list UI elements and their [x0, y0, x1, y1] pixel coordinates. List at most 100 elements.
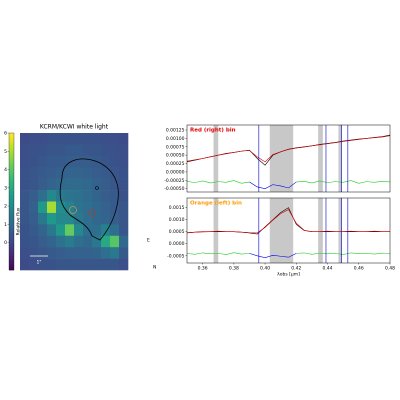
pixel [38, 133, 48, 145]
pixel [47, 201, 57, 214]
pixel [119, 258, 129, 271]
pixel [29, 155, 39, 168]
colorbar-strip [9, 146, 14, 150]
pixel [110, 155, 120, 168]
pixel [38, 247, 48, 259]
pixel [83, 201, 93, 214]
pixel [65, 144, 75, 157]
pixel [110, 167, 120, 179]
colorbar-strip [9, 160, 14, 163]
pixel [56, 224, 66, 237]
compass-north [139, 257, 152, 265]
pixel [65, 224, 75, 237]
pixel [110, 144, 120, 157]
pixel [74, 190, 84, 202]
colorbar-strip [9, 176, 14, 179]
pixel [65, 178, 75, 191]
y-tick-label: 0.00100 [166, 136, 185, 142]
pixel [83, 133, 93, 145]
shaded-region [338, 198, 342, 263]
pixel [101, 212, 111, 225]
shaded-region [318, 198, 323, 263]
pixel [92, 258, 102, 271]
pixel [74, 178, 84, 191]
colorbar-strip [9, 251, 14, 255]
pixel [110, 258, 120, 271]
pixel [119, 235, 129, 248]
spectrum-line [186, 209, 390, 234]
pixel [74, 155, 84, 168]
scale-label: 1" [37, 260, 42, 266]
pixel [38, 190, 48, 202]
x-tick-label: 0.48 [385, 266, 395, 272]
pixel [56, 201, 66, 214]
pixel [65, 167, 75, 179]
spectrum-line [249, 253, 297, 259]
pixel [29, 167, 39, 179]
pixel [119, 178, 129, 191]
pixel [74, 201, 84, 214]
x-tick-label: 0.40 [260, 266, 270, 272]
x-tick-label: 0.44 [323, 266, 333, 272]
y-tick-label: -0.0005 [167, 253, 185, 259]
colorbar-strip [9, 153, 14, 157]
pixel [65, 133, 75, 145]
colorbar-tick-label: 6 [4, 131, 7, 137]
y-tick-label: -0.00050 [164, 186, 184, 192]
pixel [83, 144, 93, 157]
pixel [56, 167, 66, 179]
pixel [101, 144, 111, 157]
pixel [119, 212, 129, 225]
shaded-region [213, 198, 219, 263]
pixel [119, 133, 129, 145]
pixel [83, 258, 93, 271]
colorbar-strip [9, 201, 14, 205]
pixel [92, 235, 102, 248]
colorbar-tick-label: 1 [4, 222, 7, 228]
y-tick-label: 0.0010 [169, 217, 185, 223]
north-label: N [153, 265, 156, 271]
colorbar-strip [9, 258, 14, 262]
y-tick-label: 0.0005 [169, 229, 185, 235]
pixel [47, 224, 57, 237]
colorbar-strip [9, 178, 14, 182]
colorbar-strip [9, 151, 14, 154]
y-tick-label: 0.0015 [169, 205, 185, 211]
marker-orange [69, 206, 77, 214]
pixel [47, 235, 57, 248]
axes-frame [186, 197, 391, 264]
pixel [92, 201, 102, 214]
colorbar-strip [9, 233, 14, 237]
colorbar-label: Relative flux [16, 207, 22, 235]
colorbar-strip [9, 194, 14, 198]
pixel [38, 155, 48, 168]
pixel [119, 224, 129, 237]
colorbar-strip [9, 228, 14, 232]
colorbar-strip [9, 167, 14, 170]
pixel [47, 178, 57, 191]
x-tick-label: 0.46 [354, 266, 364, 272]
shaded-region [269, 198, 294, 263]
pixel [83, 178, 93, 191]
pixel [56, 247, 66, 259]
colorbar-tick-label: 2 [4, 204, 7, 210]
pixel [92, 133, 102, 145]
pixel [110, 201, 120, 214]
pixel [56, 258, 66, 271]
panel-title: Orange (left) bin [190, 201, 242, 207]
x-tick-label: 0.38 [229, 266, 239, 272]
colorbar-strip [9, 192, 14, 195]
pixel [20, 224, 30, 237]
x-axis-label: λobs [μm] [277, 272, 300, 278]
pixel [29, 224, 39, 237]
colorbar-strip [9, 171, 14, 175]
pixel [20, 235, 30, 248]
colorbar-strip [9, 219, 14, 223]
pixel [65, 201, 75, 214]
pixel [38, 224, 48, 237]
x-tick-label: 0.36 [198, 266, 208, 272]
pixel [92, 190, 102, 202]
pixel [74, 167, 84, 179]
pixel [38, 144, 48, 157]
colorbar-strip [9, 199, 14, 202]
